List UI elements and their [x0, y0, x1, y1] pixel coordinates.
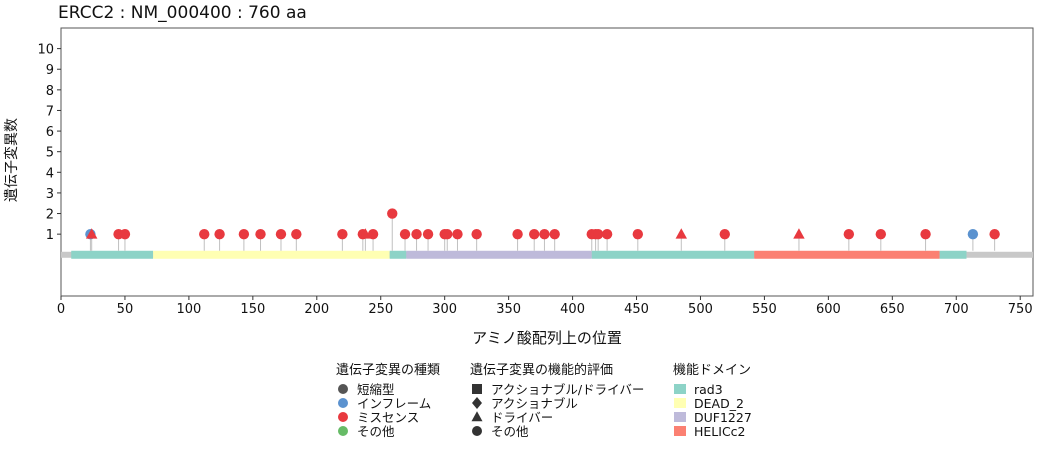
legend-swatch — [471, 411, 483, 422]
domain-duf1227 — [406, 250, 592, 259]
mutation-marker — [632, 228, 644, 240]
x-tick-label: 700 — [944, 302, 969, 317]
mutation-marker — [967, 228, 979, 240]
mutation-marker — [601, 228, 613, 240]
legend-item-label: インフレーム — [357, 396, 431, 411]
y-tick-label: 1 — [46, 228, 54, 243]
legend-swatch — [472, 426, 482, 436]
domain-dead-2 — [153, 250, 390, 259]
legend-item-label: その他 — [491, 424, 529, 439]
domain-rad3 — [591, 250, 755, 259]
x-tick-label: 0 — [57, 302, 65, 317]
mutation-marker — [843, 228, 855, 240]
y-tick-label: 7 — [46, 104, 54, 119]
legend-swatch — [472, 384, 482, 394]
legend-item-label: アクショナブル/ドライバー — [491, 382, 644, 397]
legend-swatch — [338, 384, 348, 394]
domain-rad3 — [389, 250, 407, 259]
domain-rad3 — [939, 250, 967, 259]
legend-item-label: ドライバー — [491, 410, 553, 425]
legend-title: 遺伝子変異の機能的評価 — [470, 362, 613, 378]
y-axis-label: 遺伝子変異数 — [3, 118, 20, 202]
legend-swatch — [674, 398, 686, 408]
y-tick-label: 5 — [46, 146, 54, 161]
legend-item-label: 短縮型 — [357, 382, 395, 397]
x-tick-label: 450 — [624, 302, 649, 317]
chart-title: ERCC2 : NM_000400 : 760 aa — [58, 3, 307, 23]
mutation-marker — [367, 228, 379, 240]
legend-swatch — [338, 412, 348, 422]
mutation-marker — [119, 228, 131, 240]
mutation-marker — [387, 208, 398, 219]
mutation-marker — [214, 228, 225, 240]
y-tick-label: 2 — [46, 208, 54, 223]
mutation-marker — [452, 228, 463, 240]
mutation-marker — [989, 228, 1000, 240]
mutation-marker — [199, 228, 210, 240]
mutation-marker — [529, 228, 540, 240]
y-tick-label: 3 — [46, 187, 54, 202]
mutation-marker — [675, 228, 688, 239]
plot-frame — [60, 27, 1034, 297]
x-tick-label: 350 — [496, 302, 521, 317]
mutation-marker — [512, 228, 523, 240]
mutation-marker — [238, 228, 250, 240]
mutation-marker — [875, 228, 887, 240]
mutation-marker — [549, 228, 560, 240]
mutation-marker — [920, 228, 931, 240]
x-tick-label: 550 — [752, 302, 777, 317]
y-tick-label: 4 — [46, 166, 54, 181]
x-tick-label: 150 — [240, 302, 265, 317]
y-tick-label: 8 — [46, 84, 54, 99]
legend-item-label: rad3 — [694, 382, 723, 397]
legend-swatch — [338, 398, 348, 408]
legend-title: 遺伝子変異の種類 — [336, 362, 440, 378]
legend-swatch — [472, 397, 482, 409]
legend-item-label: DUF1227 — [694, 410, 752, 425]
mutation-marker — [719, 228, 730, 240]
mutation-marker — [422, 228, 434, 240]
mutation-marker — [255, 228, 266, 240]
legend-swatch — [674, 412, 686, 422]
legend-swatch — [338, 426, 348, 436]
legend-item-label: HELICc2 — [694, 424, 746, 439]
mutation-marker — [85, 228, 98, 239]
x-tick-label: 650 — [880, 302, 905, 317]
y-tick-label: 10 — [37, 43, 54, 58]
x-tick-label: 750 — [1008, 302, 1033, 317]
mutation-marker — [337, 228, 348, 240]
x-tick-label: 250 — [368, 302, 393, 317]
domain-helicc2 — [754, 250, 940, 259]
y-tick-label: 6 — [46, 125, 54, 140]
x-axis-label: アミノ酸配列上の位置 — [472, 329, 622, 347]
x-tick-label: 400 — [560, 302, 585, 317]
legend-item-label: DEAD_2 — [694, 396, 744, 411]
legend-swatch — [674, 426, 686, 436]
mutation-marker — [539, 228, 550, 240]
mutation-marker — [291, 228, 302, 240]
y-tick-label: 9 — [46, 63, 54, 78]
x-tick-label: 200 — [304, 302, 329, 317]
mutation-marker — [275, 228, 287, 240]
legend-item-label: その他 — [357, 424, 395, 439]
legend-title: 機能ドメイン — [673, 363, 751, 378]
legend-item-label: ミスセンス — [357, 410, 419, 425]
x-tick-label: 300 — [432, 302, 457, 317]
x-tick-label: 100 — [176, 302, 201, 317]
x-tick-label: 600 — [816, 302, 841, 317]
mutation-marker — [411, 228, 422, 240]
mutation-marker — [442, 228, 453, 240]
x-tick-label: 50 — [117, 302, 134, 317]
mutation-marker — [793, 228, 805, 239]
mutation-marker — [399, 228, 411, 240]
legend-swatch — [674, 384, 686, 394]
x-tick-label: 500 — [688, 302, 713, 317]
mutation-marker — [471, 228, 482, 240]
legend-item-label: アクショナブル — [491, 396, 578, 411]
mutation-marker — [592, 228, 604, 240]
domain-rad3 — [71, 250, 154, 259]
